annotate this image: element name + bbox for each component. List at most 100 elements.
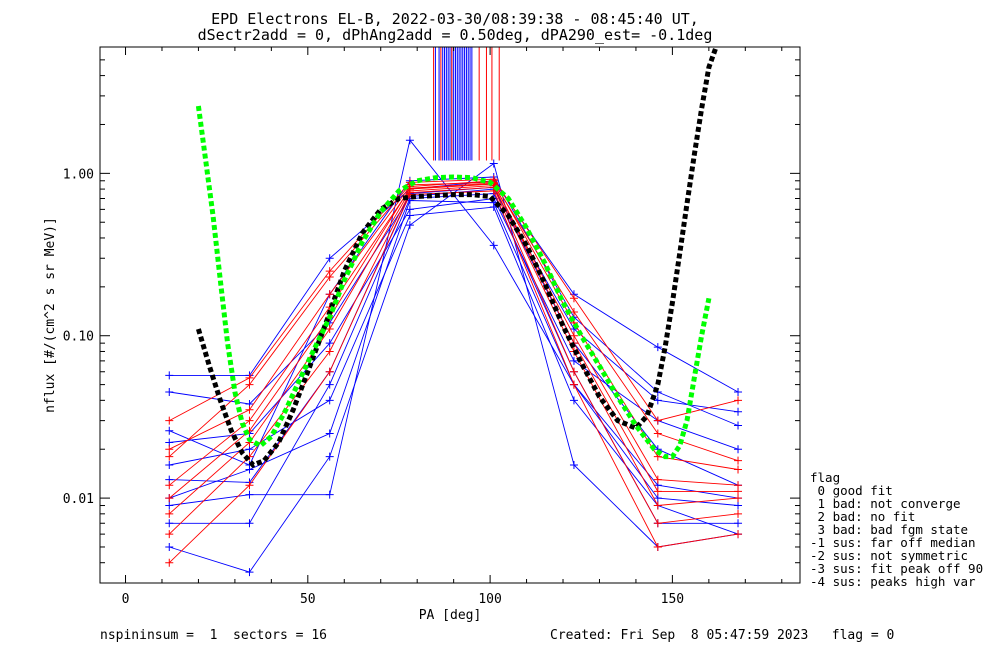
profile-blue-point bbox=[734, 407, 743, 416]
profile-red-point bbox=[569, 294, 578, 303]
profile-red-point bbox=[165, 481, 174, 490]
profile-red-point bbox=[325, 347, 334, 356]
profile-red-point bbox=[734, 487, 743, 496]
profile-red-point bbox=[653, 416, 662, 425]
profile-red-point bbox=[569, 367, 578, 376]
profile-red-point bbox=[653, 487, 662, 496]
plot-frame bbox=[99, 46, 801, 584]
x-tick-label: 0 bbox=[122, 592, 130, 607]
profile-blue-point bbox=[325, 396, 334, 405]
profile-blue-point bbox=[245, 465, 254, 474]
profile-blue-point bbox=[165, 519, 174, 528]
profile-blue-point bbox=[165, 371, 174, 380]
legend-entry: -1 sus: far off median bbox=[810, 535, 976, 550]
profile-blue-point bbox=[489, 241, 498, 250]
profile-red-point bbox=[653, 475, 662, 484]
profile-red-point bbox=[245, 416, 254, 425]
profile-red-point bbox=[569, 380, 578, 389]
y-tick-label: 0.10 bbox=[63, 330, 94, 345]
profile-red-point bbox=[165, 494, 174, 503]
profile-blue-point bbox=[165, 426, 174, 435]
legend-entry: -3 sus: fit peak off 90 bbox=[810, 561, 983, 576]
chart-title-line1: EPD Electrons EL-B, 2022-03-30/08:39:38 … bbox=[211, 10, 699, 28]
profile-blue-point bbox=[165, 438, 174, 447]
x-tick-label: 100 bbox=[478, 592, 501, 607]
profile-red-point bbox=[165, 452, 174, 461]
profile-blue-line bbox=[169, 180, 739, 393]
profile-blue-point bbox=[325, 380, 334, 389]
legend-entry: -4 sus: peaks high var bbox=[810, 574, 976, 589]
profile-red-point bbox=[165, 445, 174, 454]
profile-blue-point bbox=[569, 396, 578, 405]
profile-blue-point bbox=[245, 519, 254, 528]
profile-blue-point bbox=[325, 254, 334, 263]
x-axis-label: PA [deg] bbox=[419, 608, 482, 623]
profile-blue-point bbox=[245, 445, 254, 454]
plot-area bbox=[165, 47, 743, 577]
profile-blue-point bbox=[569, 460, 578, 469]
profile-blue-point bbox=[165, 460, 174, 469]
profile-blue-point bbox=[734, 501, 743, 510]
profile-blue-point bbox=[405, 221, 414, 230]
profile-red-line bbox=[169, 183, 739, 486]
profile-red-point bbox=[165, 416, 174, 425]
profile-red-point bbox=[245, 405, 254, 414]
footer-created-info: Created: Fri Sep 8 05:47:59 2023 flag = … bbox=[550, 628, 894, 643]
profile-blue-point bbox=[245, 568, 254, 577]
profile-red-point bbox=[734, 530, 743, 539]
axes: 0 50 100 150 0.01 0.10 1.00 bbox=[63, 46, 800, 607]
legend-entry: 0 good fit bbox=[810, 483, 893, 498]
profile-blue-point bbox=[165, 388, 174, 397]
profile-red-line bbox=[168, 190, 739, 564]
profile-blue-point bbox=[165, 542, 174, 551]
legend-entry: -2 sus: not symmetric bbox=[810, 548, 968, 563]
profile-red-point bbox=[734, 465, 743, 474]
chart-title-line2: dSectr2add = 0, dPhAng2add = 0.50deg, dP… bbox=[198, 26, 713, 44]
profile-blue-point bbox=[653, 396, 662, 405]
profile-red-line bbox=[168, 186, 739, 535]
profile-red-line bbox=[169, 185, 739, 515]
profile-blue-line bbox=[169, 200, 739, 506]
y-tick-label: 0.01 bbox=[63, 492, 94, 507]
profile-blue-point bbox=[325, 452, 334, 461]
profile-red-point bbox=[653, 542, 662, 551]
profile-red-point bbox=[245, 380, 254, 389]
profile-blue-point bbox=[325, 339, 334, 348]
profile-blue-point bbox=[245, 490, 254, 499]
profile-red-line bbox=[168, 181, 739, 462]
profile-red-point bbox=[569, 331, 578, 340]
profile-blue-point bbox=[489, 159, 498, 168]
profile-red-point bbox=[734, 509, 743, 518]
profile-blue-line bbox=[169, 198, 739, 450]
profile-blue-point bbox=[653, 343, 662, 352]
fit-curve-black bbox=[196, 47, 719, 468]
profile-red-point bbox=[653, 501, 662, 510]
legend-entry: 1 bad: not converge bbox=[810, 496, 961, 511]
legend-title: flag bbox=[810, 470, 840, 485]
profile-red-point bbox=[245, 481, 254, 490]
profile-red-point bbox=[734, 396, 743, 405]
profile-blue-point bbox=[734, 445, 743, 454]
x-tick-label: 50 bbox=[300, 592, 316, 607]
legend-entry: 2 bad: no fit bbox=[810, 509, 915, 524]
profile-blue-point bbox=[325, 490, 334, 499]
profile-blue-point bbox=[165, 501, 174, 510]
profile-blue-point bbox=[405, 211, 414, 220]
profile-blue-point bbox=[734, 421, 743, 430]
profile-red-point bbox=[325, 272, 334, 281]
profile-red-point bbox=[245, 373, 254, 382]
profile-red-point bbox=[325, 290, 334, 299]
footer-spin-info: nspininsum = 1 sectors = 16 bbox=[100, 628, 327, 643]
profile-red-point bbox=[569, 307, 578, 316]
profile-blue-line bbox=[169, 193, 738, 524]
profile-red-line bbox=[169, 182, 738, 499]
profile-red-point bbox=[653, 429, 662, 438]
profile-blue-line bbox=[169, 176, 739, 466]
fit-curve-green bbox=[195, 105, 712, 460]
legend-entry: 3 bad: bad fgm state bbox=[810, 522, 968, 537]
profile-red-point bbox=[734, 456, 743, 465]
profile-blue-point bbox=[405, 136, 414, 145]
profile-red-point bbox=[165, 509, 174, 518]
x-tick-label: 150 bbox=[661, 592, 684, 607]
